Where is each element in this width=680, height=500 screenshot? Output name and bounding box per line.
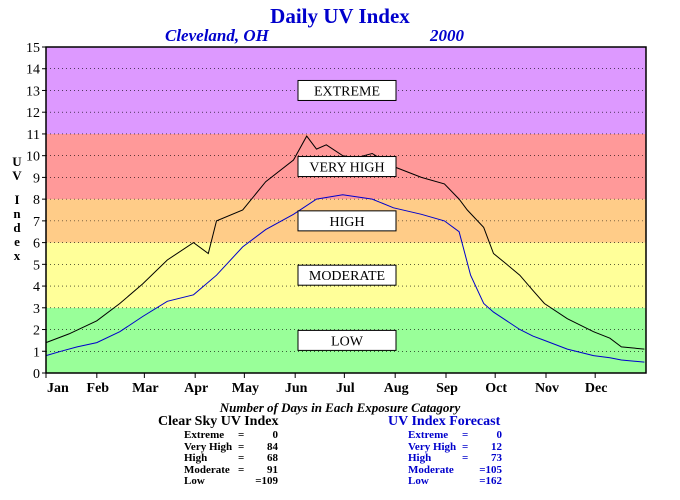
x-tick-label: Jul [336,381,355,396]
x-tick-label: Jun [285,381,308,396]
y-tick-label: 12 [26,106,40,121]
band-label-box [297,156,397,178]
y-tick-label: 8 [33,193,40,208]
clear-sky-series-line [45,135,645,350]
band-label-box [297,210,397,232]
stat-label: High [184,452,208,465]
x-tick-label: Jan [47,381,69,396]
stat-label: Low [408,475,429,488]
plot-frame [45,46,647,374]
y-axis-label-letter: e [14,234,20,249]
band-label-box [297,329,397,351]
chart-title: Daily UV Index [270,4,410,28]
clear-sky-row-extreme: Extreme = 0 [184,429,279,441]
y-tick-label: 3 [33,302,40,317]
stat-value: 0 [272,429,279,441]
forecast-table: Extreme = 0 Very High = 12 High = 73 Moderate =… [408,429,503,488]
stat-value: =109 [255,475,278,488]
band-label-box [297,79,397,101]
band-label-box [297,264,397,286]
band-label: HIGH [330,215,365,230]
stat-value: 0 [496,429,503,441]
stat-value: =105 [479,463,502,476]
chart-subtitle-year: 2000 [430,26,464,45]
stat-value: 68 [267,452,278,465]
x-tick-label: Apr [184,381,208,396]
x-tick-label: Dec [585,381,608,396]
y-tick-label: 7 [33,215,40,230]
x-tick-label: Aug [384,381,409,396]
stats-heading: Number of Days in Each Exposure Catagory [219,400,461,415]
y-tick-label: 15 [26,41,40,56]
y-tick-label: 11 [27,128,40,143]
stat-label: Very High [408,440,457,453]
band-label: MODERATE [309,269,385,284]
y-tick-label: 9 [33,171,40,186]
forecast-row-very-high: Very High = 12 [408,440,502,453]
y-tick-label: 5 [33,258,40,273]
y-tick-label: 0 [33,367,40,382]
forecast-row-low: Low =162 [408,476,502,488]
y-tick-label: 13 [26,84,40,99]
y-axis-label-letter: n [13,206,21,221]
stat-label: Extreme [408,429,449,441]
stat-value: =162 [479,475,502,488]
stat-label: Extreme [184,429,225,441]
y-axis-label-letter: V [12,168,22,183]
y-axis-label-letter: d [13,220,21,235]
y-tick-label: 1 [33,345,40,360]
band-label: LOW [331,334,364,349]
stat-label: Low [184,475,205,488]
stat-value: 12 [491,440,502,453]
forecast-row-extreme: Extreme = 0 [408,429,503,441]
x-tick-label: Nov [535,381,559,396]
forecast-row-moderate: Moderate =105 [408,463,502,477]
y-tick-label: 6 [33,237,40,252]
x-tick-label: Oct [485,381,507,396]
y-axis-label-letter: x [14,248,21,263]
y-tick-label: 10 [26,150,40,165]
x-tick-label: Sep [436,381,458,396]
stat-value: 73 [491,452,502,465]
stat-value: 84 [267,440,278,453]
forecast-series-line [45,194,645,363]
stat-label: Moderate [408,463,454,476]
chart-subtitle-location: Cleveland, OH [165,26,269,45]
y-tick-label: 4 [33,280,40,295]
forecast-row-high: High = 73 [408,452,502,465]
x-tick-label: May [232,381,259,396]
x-tick-label: Feb [87,381,110,396]
clear-sky-title: Clear Sky UV Index [158,414,279,429]
clear-sky-table: Extreme = 0 Very High = 84 High = 68 Moderate =… [184,429,279,488]
y-tick-label: 14 [26,63,40,78]
y-axis-label-letter: I [14,192,19,207]
forecast-title: UV Index Forecast [388,414,501,429]
y-tick-label: 2 [33,324,40,339]
band-label: EXTREME [314,84,380,99]
y-axis-label-letter: U [12,154,22,169]
x-tick-label: Mar [132,381,158,396]
stat-label: Moderate [184,463,230,476]
clear-sky-row-very-high: Very High = 84 [184,440,278,453]
band-label: VERY HIGH [309,161,384,176]
stat-label: Very High [184,440,233,453]
clear-sky-row-moderate: Moderate = 91 [184,463,278,476]
clear-sky-row-high: High = 68 [184,452,278,465]
stat-value: 91 [267,463,278,476]
clear-sky-row-low: Low =109 [184,476,278,488]
stat-label: High [408,452,432,465]
